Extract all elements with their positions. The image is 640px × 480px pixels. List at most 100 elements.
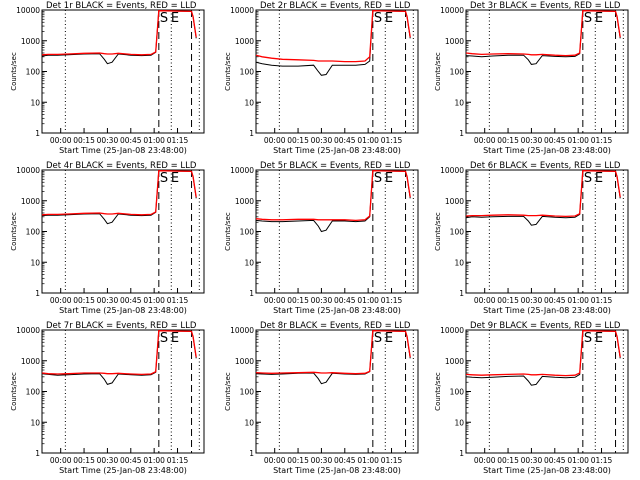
y-tick-label: 10: [30, 418, 40, 427]
y-axis-label: Counts/sec: [224, 212, 232, 251]
end-marker: E: [385, 171, 393, 186]
y-tick-label: 100: [450, 228, 465, 237]
x-tick-label: 01:15: [381, 296, 403, 305]
end-marker: E: [385, 11, 393, 26]
panel-title: Det 1r BLACK = Events, RED = LLD: [46, 1, 197, 11]
y-tick-label: 10000: [16, 166, 40, 175]
series-lld: [42, 170, 197, 216]
start-marker: S: [374, 331, 382, 346]
x-axis-label: Start Time (25-Jan-08 23:48:00): [273, 466, 401, 475]
y-tick-label: 100: [26, 68, 41, 77]
x-tick-label: 00:00: [50, 136, 72, 145]
y-tick-label: 100: [450, 68, 465, 77]
y-tick-label: 1: [35, 449, 40, 458]
plot-frame: [41, 9, 205, 134]
y-tick-label: 100: [240, 228, 255, 237]
y-tick-label: 10: [454, 418, 464, 427]
y-tick-label: 100: [240, 388, 255, 397]
y-axis-label: Counts/sec: [434, 372, 442, 411]
x-tick-label: 00:45: [334, 456, 356, 465]
series-lld: [466, 330, 621, 377]
panel-title: Det 8r BLACK = Events, RED = LLD: [260, 321, 411, 331]
x-tick-label: 01:00: [143, 136, 165, 145]
x-tick-label: 00:00: [474, 456, 496, 465]
x-tick-label: 00:00: [264, 296, 286, 305]
x-tick-label: 00:15: [287, 296, 309, 305]
y-axis-label: Counts/sec: [224, 372, 232, 411]
y-axis-label: Counts/sec: [10, 372, 18, 411]
y-tick-label: 1000: [235, 37, 254, 46]
y-tick-label: 10: [454, 98, 464, 107]
x-axis-label: Start Time (25-Jan-08 23:48:00): [59, 146, 187, 155]
plot-frame: [255, 9, 419, 134]
panel-7: Det 7r BLACK = Events, RED = LLD 1 10 100 10…: [10, 321, 205, 475]
y-tick-label: 10: [244, 418, 254, 427]
plot-frame: [465, 169, 629, 294]
panel-title: Det 7r BLACK = Events, RED = LLD: [46, 321, 197, 331]
x-axis-label: Start Time (25-Jan-08 23:48:00): [483, 146, 611, 155]
end-marker: E: [595, 331, 603, 346]
end-marker: E: [171, 11, 179, 26]
panel-title: Det 9r BLACK = Events, RED = LLD: [470, 321, 621, 331]
x-tick-label: 00:15: [287, 456, 309, 465]
y-tick-label: 1: [459, 289, 464, 298]
y-tick-label: 1: [35, 129, 40, 138]
x-tick-label: 00:00: [50, 456, 72, 465]
series-lld: [42, 10, 197, 56]
x-tick-label: 01:15: [167, 296, 189, 305]
y-tick-label: 1: [459, 449, 464, 458]
x-tick-label: 01:00: [143, 456, 165, 465]
y-tick-label: 1000: [445, 37, 464, 46]
panel-4: Det 4r BLACK = Events, RED = LLD 1 10 100 10…: [10, 161, 205, 315]
panel-title: Det 4r BLACK = Events, RED = LLD: [46, 161, 197, 171]
x-tick-label: 00:15: [497, 456, 519, 465]
panel-title: Det 6r BLACK = Events, RED = LLD: [470, 161, 621, 171]
x-tick-label: 00:15: [497, 296, 519, 305]
y-tick-label: 1: [459, 129, 464, 138]
x-tick-label: 00:15: [497, 136, 519, 145]
y-tick-label: 10000: [440, 6, 464, 15]
x-tick-label: 00:15: [73, 136, 95, 145]
y-tick-label: 10000: [230, 326, 254, 335]
x-tick-label: 01:00: [143, 296, 165, 305]
x-tick-label: 00:45: [120, 456, 142, 465]
y-axis-label: Counts/sec: [434, 52, 442, 91]
series-lld: [466, 170, 621, 218]
y-tick-label: 1000: [21, 357, 40, 366]
x-tick-label: 00:00: [474, 296, 496, 305]
start-marker: S: [160, 331, 168, 346]
y-tick-label: 1000: [21, 37, 40, 46]
x-tick-label: 00:30: [97, 136, 119, 145]
y-tick-label: 1000: [235, 357, 254, 366]
y-axis-label: Counts/sec: [224, 52, 232, 91]
x-tick-label: 01:00: [357, 456, 379, 465]
plot-frame: [41, 329, 205, 454]
y-tick-label: 10000: [440, 326, 464, 335]
x-tick-label: 01:15: [591, 136, 613, 145]
x-tick-label: 00:45: [544, 136, 566, 145]
panel-5: Det 5r BLACK = Events, RED = LLD 1 10 100 10…: [224, 161, 419, 315]
end-marker: E: [595, 11, 603, 26]
x-tick-label: 01:15: [591, 296, 613, 305]
y-tick-label: 10: [244, 258, 254, 267]
x-tick-label: 00:15: [287, 136, 309, 145]
x-tick-label: 01:00: [567, 456, 589, 465]
start-marker: S: [584, 11, 592, 26]
x-tick-label: 00:45: [544, 296, 566, 305]
panel-2: Det 2r BLACK = Events, RED = LLD 1 10 100 10…: [224, 1, 419, 155]
x-tick-label: 00:30: [97, 296, 119, 305]
panel-title: Det 3r BLACK = Events, RED = LLD: [470, 1, 621, 11]
start-marker: S: [374, 11, 382, 26]
y-tick-label: 10000: [230, 6, 254, 15]
x-tick-label: 00:45: [334, 296, 356, 305]
y-tick-label: 100: [26, 388, 41, 397]
plot-frame: [465, 329, 629, 454]
end-marker: E: [385, 331, 393, 346]
series-lld: [256, 170, 411, 222]
x-tick-label: 00:15: [73, 296, 95, 305]
series-lld: [42, 330, 197, 376]
start-marker: S: [374, 171, 382, 186]
y-tick-label: 100: [240, 68, 255, 77]
y-tick-label: 1: [249, 129, 254, 138]
